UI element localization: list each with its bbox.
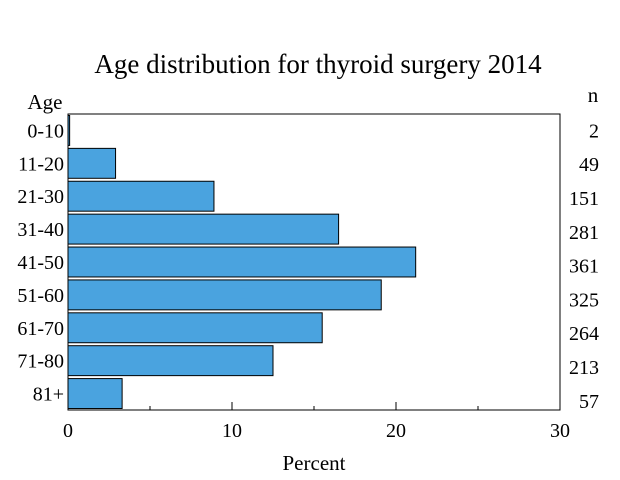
- chart-title: Age distribution for thyroid surgery 201…: [94, 49, 542, 79]
- bar-41-50: [67, 246, 417, 278]
- bar-61-70: [67, 312, 323, 344]
- count-label: 2: [589, 120, 599, 142]
- x-tick-label: 10: [222, 420, 242, 442]
- category-label: 51-60: [17, 285, 64, 307]
- category-label: 11-20: [18, 153, 64, 175]
- count-label: 281: [569, 222, 599, 244]
- bar-31-40: [67, 213, 340, 245]
- y-axis-label: Age: [28, 90, 63, 114]
- count-label: 57: [579, 391, 599, 413]
- x-axis-label: Percent: [283, 451, 346, 475]
- category-label: 81+: [33, 384, 64, 406]
- bar-11-20: [67, 147, 117, 179]
- count-label: 213: [569, 357, 599, 379]
- category-label: 61-70: [17, 318, 64, 340]
- bar-71-80: [67, 345, 274, 377]
- x-tick-label: 0: [63, 420, 73, 442]
- bar-51-60: [67, 279, 382, 311]
- category-label: 0-10: [27, 120, 64, 142]
- category-label: 41-50: [17, 252, 64, 274]
- bar-81+: [67, 378, 123, 410]
- count-label: 49: [579, 154, 599, 176]
- count-label: 151: [569, 188, 599, 210]
- count-label: 325: [569, 289, 599, 311]
- count-label: 264: [569, 323, 599, 345]
- count-column-label: n: [588, 83, 599, 107]
- x-tick-label: 30: [550, 420, 570, 442]
- category-label: 71-80: [17, 351, 64, 373]
- category-label: 31-40: [17, 219, 64, 241]
- bar-21-30: [67, 180, 215, 212]
- x-tick-label: 20: [386, 420, 406, 442]
- category-label: 21-30: [17, 186, 64, 208]
- bar-0-10: [67, 114, 71, 146]
- count-label: 361: [569, 256, 599, 278]
